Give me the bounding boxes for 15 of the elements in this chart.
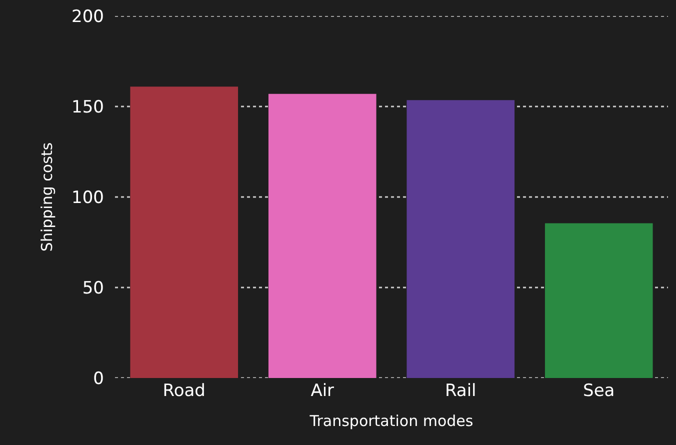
y-axis-title: Shipping costs — [38, 142, 56, 252]
y-tick-label: 200 — [72, 6, 104, 27]
x-tick-label: Road — [162, 381, 206, 401]
bar — [130, 86, 238, 378]
x-tick-label: Rail — [444, 381, 476, 401]
x-tick-label: Air — [310, 381, 334, 401]
bar — [544, 223, 653, 378]
bar — [406, 100, 515, 378]
x-tick-label: Sea — [583, 381, 615, 401]
x-axis-title: Transportation modes — [308, 412, 474, 430]
y-tick-label: 50 — [82, 278, 104, 298]
y-tick-label: 150 — [72, 97, 104, 118]
y-tick-label: 100 — [72, 188, 104, 208]
y-tick-label: 0 — [93, 368, 104, 389]
bar — [268, 94, 376, 378]
